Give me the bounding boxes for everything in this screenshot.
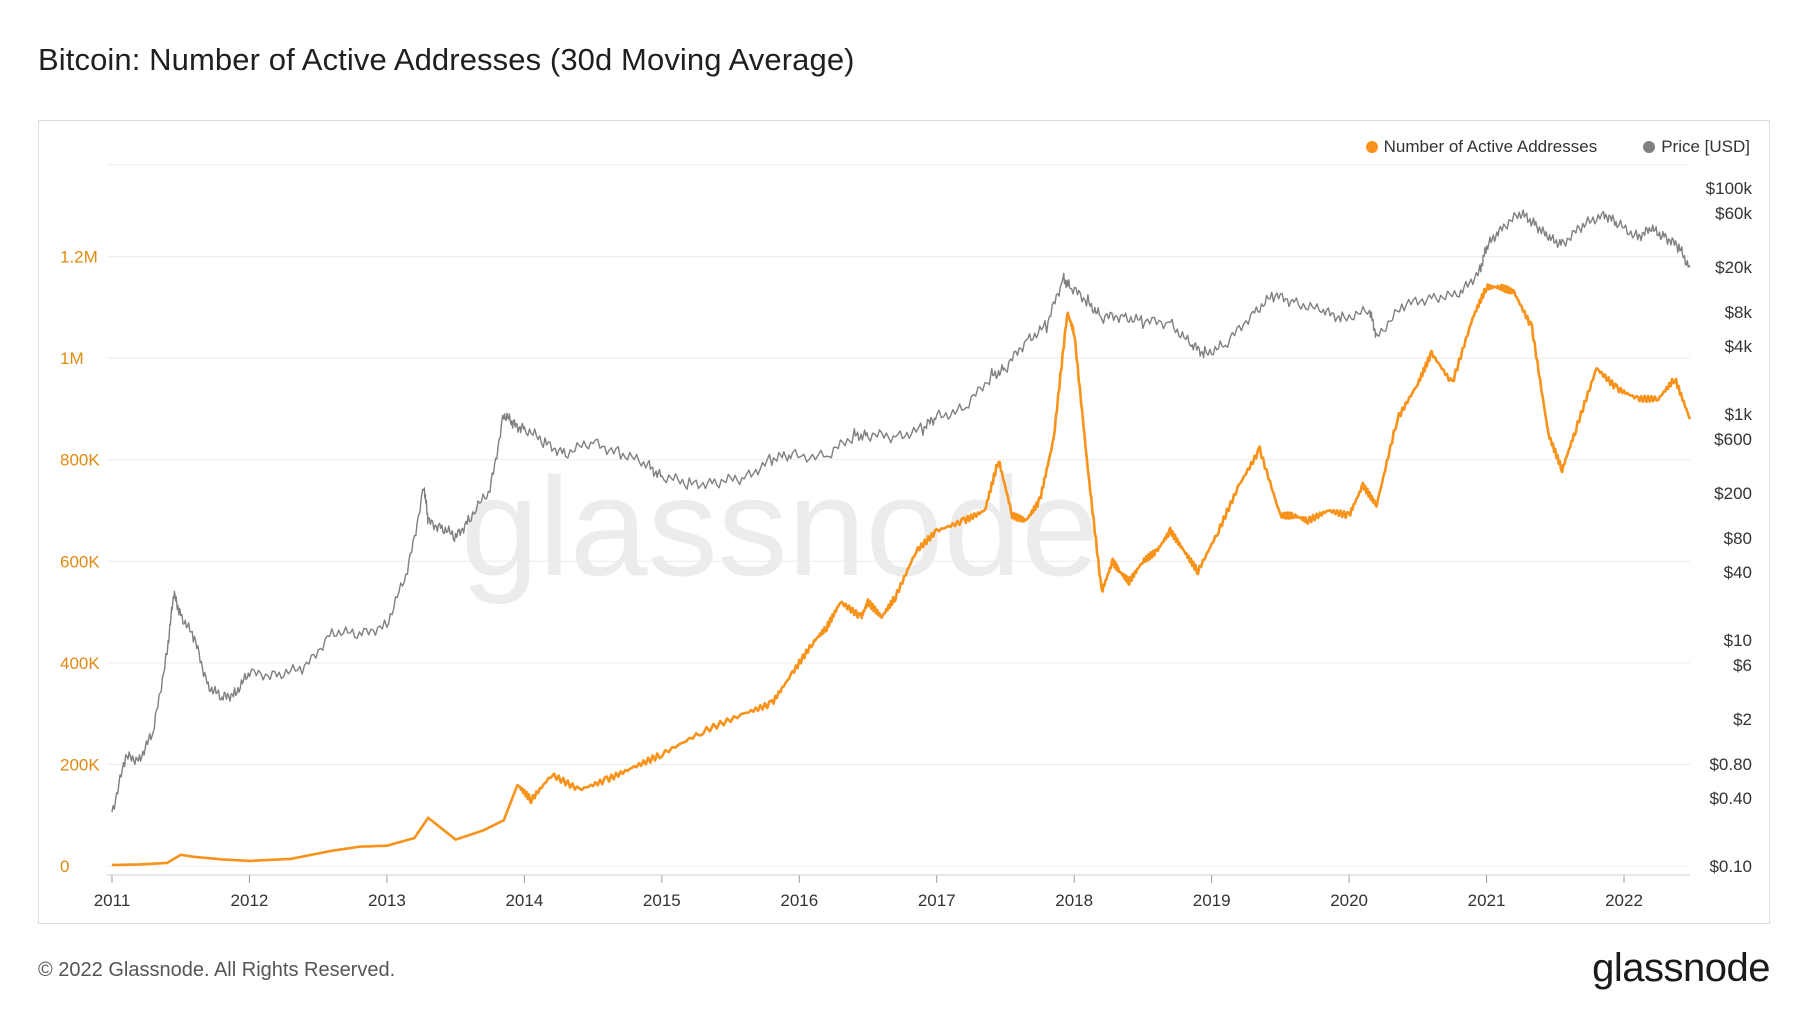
y-left-tick-label: 1M xyxy=(60,349,84,368)
copyright-text: © 2022 Glassnode. All Rights Reserved. xyxy=(38,959,396,981)
x-tick-label: 2018 xyxy=(1055,891,1093,910)
grid xyxy=(107,164,1690,867)
x-tick-label: 2012 xyxy=(231,891,269,910)
watermark-text: glassnode xyxy=(461,448,1099,605)
y-right-tick-label: $40 xyxy=(1724,563,1752,582)
legend: Number of Active Addresses Price [USD] xyxy=(1365,137,1750,157)
y-right-tick-label: $0.10 xyxy=(1709,857,1752,876)
legend-dot-orange xyxy=(1365,141,1378,153)
y-right-tick-label: $2 xyxy=(1733,710,1752,729)
x-tick-label: 2019 xyxy=(1193,891,1231,910)
series-line-price[interactable] xyxy=(111,209,1691,813)
y-right-tick-label: $6 xyxy=(1733,656,1752,675)
y-left-tick-label: 400K xyxy=(60,654,100,673)
chart-panel xyxy=(38,120,1770,924)
legend-dot-gray xyxy=(1643,141,1656,153)
y-right-tick-label: $8k xyxy=(1725,303,1753,322)
legend-item-price[interactable]: Price [USD] xyxy=(1643,137,1750,157)
series-line-active-addresses[interactable] xyxy=(111,283,1692,867)
x-axis: 2011 2012 2013 2014 2015 2016 2017 2018 2019 2020… xyxy=(94,874,1690,910)
y-right-tick-label: $1k xyxy=(1725,405,1753,424)
y-right-tick-label: $4k xyxy=(1725,337,1753,356)
x-tick-label: 2020 xyxy=(1330,891,1368,910)
y-left-tick-label: 0 xyxy=(60,857,69,876)
right-axis: $0.10 $0.40 $0.80 $2 $6 $10 $40 $80 $200 $600 $1k $… xyxy=(1706,179,1753,876)
y-left-tick-label: 800K xyxy=(60,451,100,470)
left-axis: 0 200K 400K 600K 800K 1M 1.2M xyxy=(60,248,100,876)
y-right-tick-label: $0.40 xyxy=(1709,789,1752,808)
x-tick-label: 2013 xyxy=(368,891,406,910)
x-tick-label: 2015 xyxy=(643,891,681,910)
y-right-tick-label: $80 xyxy=(1724,529,1752,548)
legend-label: Number of Active Addresses xyxy=(1383,137,1598,156)
y-left-tick-label: 1.2M xyxy=(60,248,98,267)
y-left-tick-label: 600K xyxy=(60,552,100,571)
legend-label: Price [USD] xyxy=(1661,137,1750,156)
x-tick-label: 2021 xyxy=(1468,891,1506,910)
y-right-tick-label: $100k xyxy=(1706,179,1753,198)
legend-item-active-addresses[interactable]: Number of Active Addresses xyxy=(1365,137,1598,157)
y-right-tick-label: $20k xyxy=(1715,258,1752,277)
glassnode-logo[interactable]: glassnode xyxy=(1592,946,1770,990)
y-left-tick-label: 200K xyxy=(60,755,100,774)
y-right-tick-label: $0.80 xyxy=(1709,755,1752,774)
x-tick-label: 2011 xyxy=(94,891,131,910)
x-tick-label: 2014 xyxy=(505,891,543,910)
y-right-tick-label: $200 xyxy=(1714,484,1752,503)
y-right-tick-label: $600 xyxy=(1714,430,1752,449)
y-right-tick-label: $60k xyxy=(1715,204,1752,223)
x-tick-label: 2017 xyxy=(918,891,956,910)
x-tick-label: 2016 xyxy=(780,891,818,910)
x-tick-label: 2022 xyxy=(1605,891,1643,910)
chart-title: Bitcoin: Number of Active Addresses (30d… xyxy=(38,42,855,77)
series-lines xyxy=(111,209,1692,867)
y-right-tick-label: $10 xyxy=(1724,631,1752,650)
